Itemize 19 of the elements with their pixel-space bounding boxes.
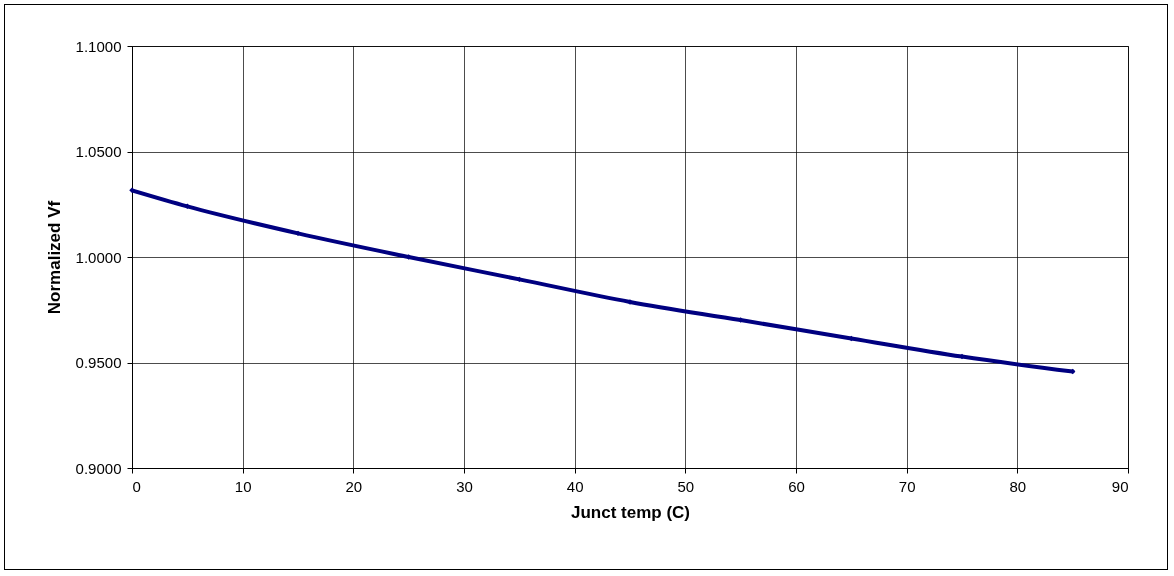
point	[129, 187, 135, 194]
y-tick-label: 1.0500	[75, 143, 122, 160]
x-tick-label: 40	[566, 477, 584, 495]
x-tick-label: 70	[898, 477, 916, 495]
x-tick-label: 30	[456, 477, 473, 495]
point	[959, 353, 965, 360]
y-axis-title: Normalized Vf	[44, 200, 64, 315]
x-tick-label: 20	[345, 477, 363, 495]
x-axis-title: Junct temp (C)	[571, 502, 690, 522]
x-tick-label: 90	[1111, 477, 1129, 495]
x-tick-label: 80	[1009, 477, 1027, 495]
x-tick-label: 10	[234, 477, 252, 495]
x-tick-label: 60	[788, 477, 805, 495]
y-tick-label: 0.9500	[75, 354, 122, 371]
x-tick-label: 50	[677, 477, 695, 495]
y-tick-label: 0.9000	[75, 459, 122, 477]
y-tick-label: 1.0000	[75, 248, 122, 266]
y-tick-label: 1.1000	[75, 37, 122, 55]
x-tick-label: 0	[132, 477, 141, 495]
